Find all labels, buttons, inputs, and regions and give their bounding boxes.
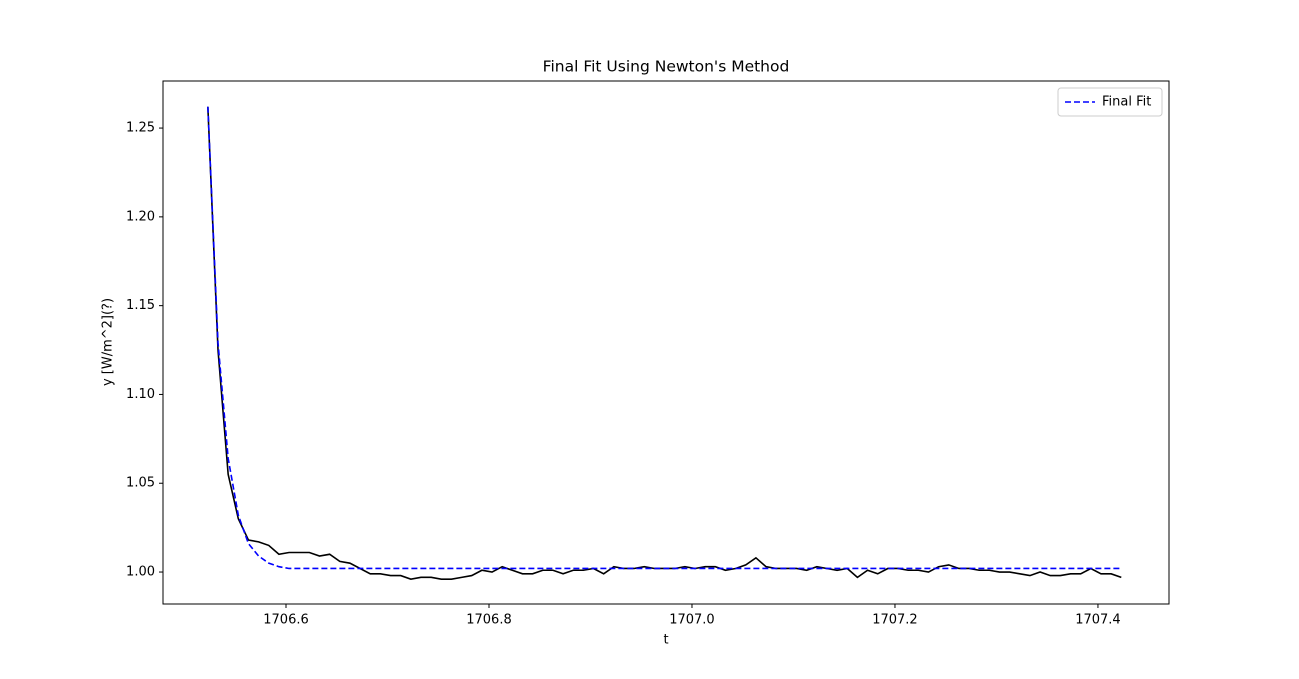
x-tick-label: 1707.2 [872,613,918,628]
legend-label: Final Fit [1102,95,1151,110]
x-tick-label: 1706.6 [263,613,309,628]
x-tick-label: 1706.8 [466,613,512,628]
plot-frame [162,80,1170,605]
y-axis-label: y [W/m^2](?) [101,298,116,386]
y-tick-label: 1.20 [126,209,155,224]
data-line [207,106,1122,570]
y-tick-label: 1.05 [126,476,155,491]
legend: Final Fit [1057,87,1163,117]
x-axis-label: t [663,633,668,648]
x-tick-label: 1707.0 [669,613,715,628]
y-tick-label: 1.00 [126,565,155,580]
x-tick-label: 1707.4 [1075,613,1121,628]
chart-title: Final Fit Using Newton's Method [543,58,790,76]
y-tick-label: 1.10 [126,387,155,402]
y-tick-label: 1.25 [126,121,155,136]
y-tick-label: 1.15 [126,298,155,313]
legend-box [1057,87,1163,117]
